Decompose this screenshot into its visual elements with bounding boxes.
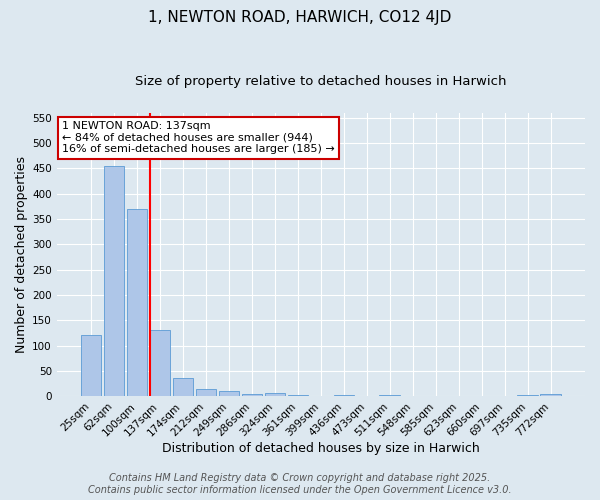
Y-axis label: Number of detached properties: Number of detached properties bbox=[15, 156, 28, 353]
Bar bbox=[173, 378, 193, 396]
Bar bbox=[242, 394, 262, 396]
Bar bbox=[287, 394, 308, 396]
Bar bbox=[150, 330, 170, 396]
Text: 1, NEWTON ROAD, HARWICH, CO12 4JD: 1, NEWTON ROAD, HARWICH, CO12 4JD bbox=[148, 10, 452, 25]
X-axis label: Distribution of detached houses by size in Harwich: Distribution of detached houses by size … bbox=[162, 442, 480, 455]
Bar bbox=[196, 388, 217, 396]
Text: Contains HM Land Registry data © Crown copyright and database right 2025.
Contai: Contains HM Land Registry data © Crown c… bbox=[88, 474, 512, 495]
Bar bbox=[334, 394, 354, 396]
Bar bbox=[265, 393, 285, 396]
Bar bbox=[127, 209, 148, 396]
Bar bbox=[379, 394, 400, 396]
Bar bbox=[104, 166, 124, 396]
Text: 1 NEWTON ROAD: 137sqm
← 84% of detached houses are smaller (944)
16% of semi-det: 1 NEWTON ROAD: 137sqm ← 84% of detached … bbox=[62, 122, 335, 154]
Bar bbox=[541, 394, 561, 396]
Bar bbox=[81, 336, 101, 396]
Bar bbox=[517, 394, 538, 396]
Bar bbox=[218, 391, 239, 396]
Title: Size of property relative to detached houses in Harwich: Size of property relative to detached ho… bbox=[135, 75, 506, 88]
